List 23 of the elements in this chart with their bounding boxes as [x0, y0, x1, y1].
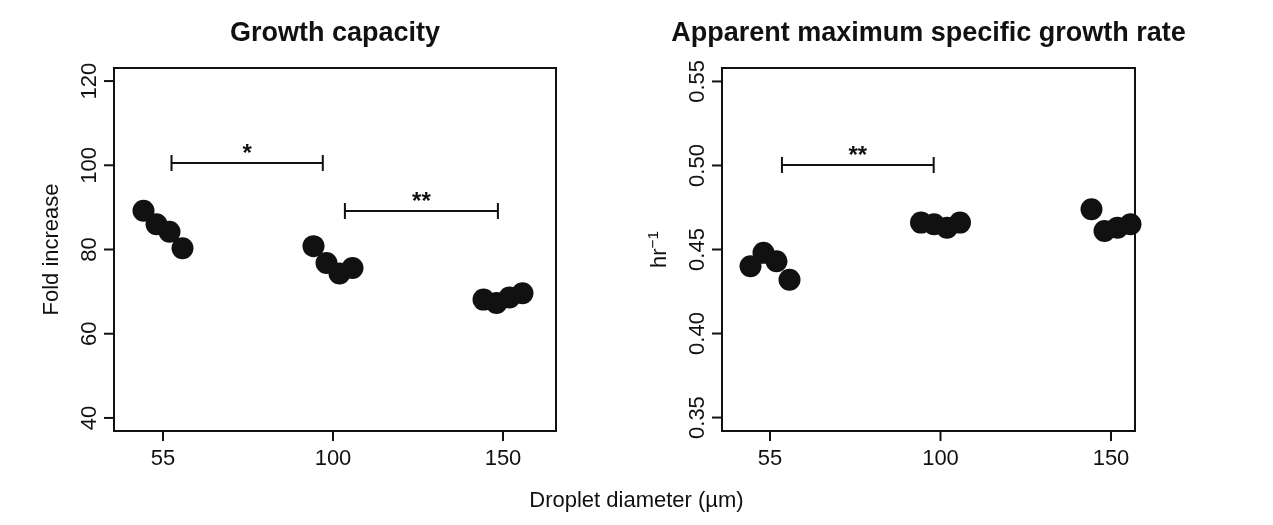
annotation: **: [412, 187, 432, 214]
x-tick-label: 55: [150, 445, 176, 470]
y-tick-label: 0.40: [684, 312, 709, 355]
x-tick-label: 150: [1092, 445, 1130, 470]
y-tick-label: 80: [76, 237, 101, 262]
chart-title: Apparent maximum specific growth rate: [671, 17, 1186, 47]
y-axis-title: Fold increase: [38, 183, 63, 316]
x-axis-title: Droplet diameter (µm): [529, 487, 744, 512]
annotation: *: [242, 139, 253, 166]
y-tick-label: 100: [76, 146, 101, 184]
y-tick-label: 120: [76, 62, 101, 100]
x-tick-label: 150: [484, 445, 522, 470]
y-tick-label: 40: [76, 405, 101, 431]
x-tick-label: 100: [922, 445, 959, 470]
y-tick-label: 0.45: [684, 228, 709, 271]
y-tick-label: 0.50: [684, 144, 709, 187]
y-tick-label: 0.35: [684, 396, 709, 439]
x-tick-label: 100: [314, 445, 352, 470]
x-tick-label: 55: [757, 445, 783, 470]
y-tick-label: 0.55: [684, 60, 709, 103]
annotation: **: [848, 141, 868, 168]
y-tick-label: 60: [76, 321, 101, 346]
chart-title: Growth capacity: [229, 17, 441, 47]
